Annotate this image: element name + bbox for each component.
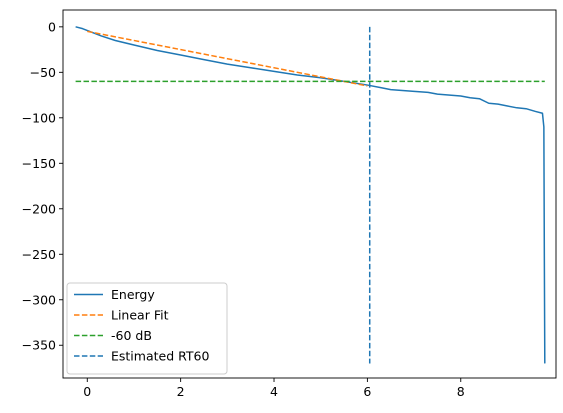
series-line-0 bbox=[75, 26, 546, 364]
y-tick-label-7: −350 bbox=[22, 338, 56, 353]
y-tick-label-5: −250 bbox=[22, 247, 56, 262]
x-tick-label-0: 0 bbox=[83, 384, 91, 399]
y-tick-label-6: −300 bbox=[22, 292, 56, 307]
legend-label-0: Energy bbox=[111, 287, 155, 302]
series-layer bbox=[75, 26, 546, 364]
plot-frame bbox=[62, 9, 557, 379]
legend-box bbox=[66, 282, 228, 375]
y-tick-label-0: 0 bbox=[48, 19, 56, 34]
axes-layer: 0 2 4 6 8 0 −50 −100 −150 −200 −250 −300 −350 bbox=[22, 19, 465, 399]
legend-label-2: -60 dB bbox=[111, 328, 152, 343]
legend-label-3: Estimated RT60 bbox=[111, 349, 209, 364]
y-tick-label-2: −100 bbox=[22, 110, 56, 125]
y-tick-label-4: −200 bbox=[22, 201, 56, 216]
x-tick-label-4: 8 bbox=[457, 384, 465, 399]
legend: Energy Linear Fit -60 dB Estimated RT60 bbox=[66, 282, 228, 375]
series-line-1 bbox=[87, 30, 368, 87]
x-tick-label-1: 2 bbox=[177, 384, 185, 399]
y-tick-label-1: −50 bbox=[30, 65, 56, 80]
y-tick-label-3: −150 bbox=[22, 156, 56, 171]
legend-label-1: Linear Fit bbox=[111, 308, 169, 323]
x-tick-label-3: 6 bbox=[363, 384, 371, 399]
x-tick-label-2: 4 bbox=[270, 384, 278, 399]
